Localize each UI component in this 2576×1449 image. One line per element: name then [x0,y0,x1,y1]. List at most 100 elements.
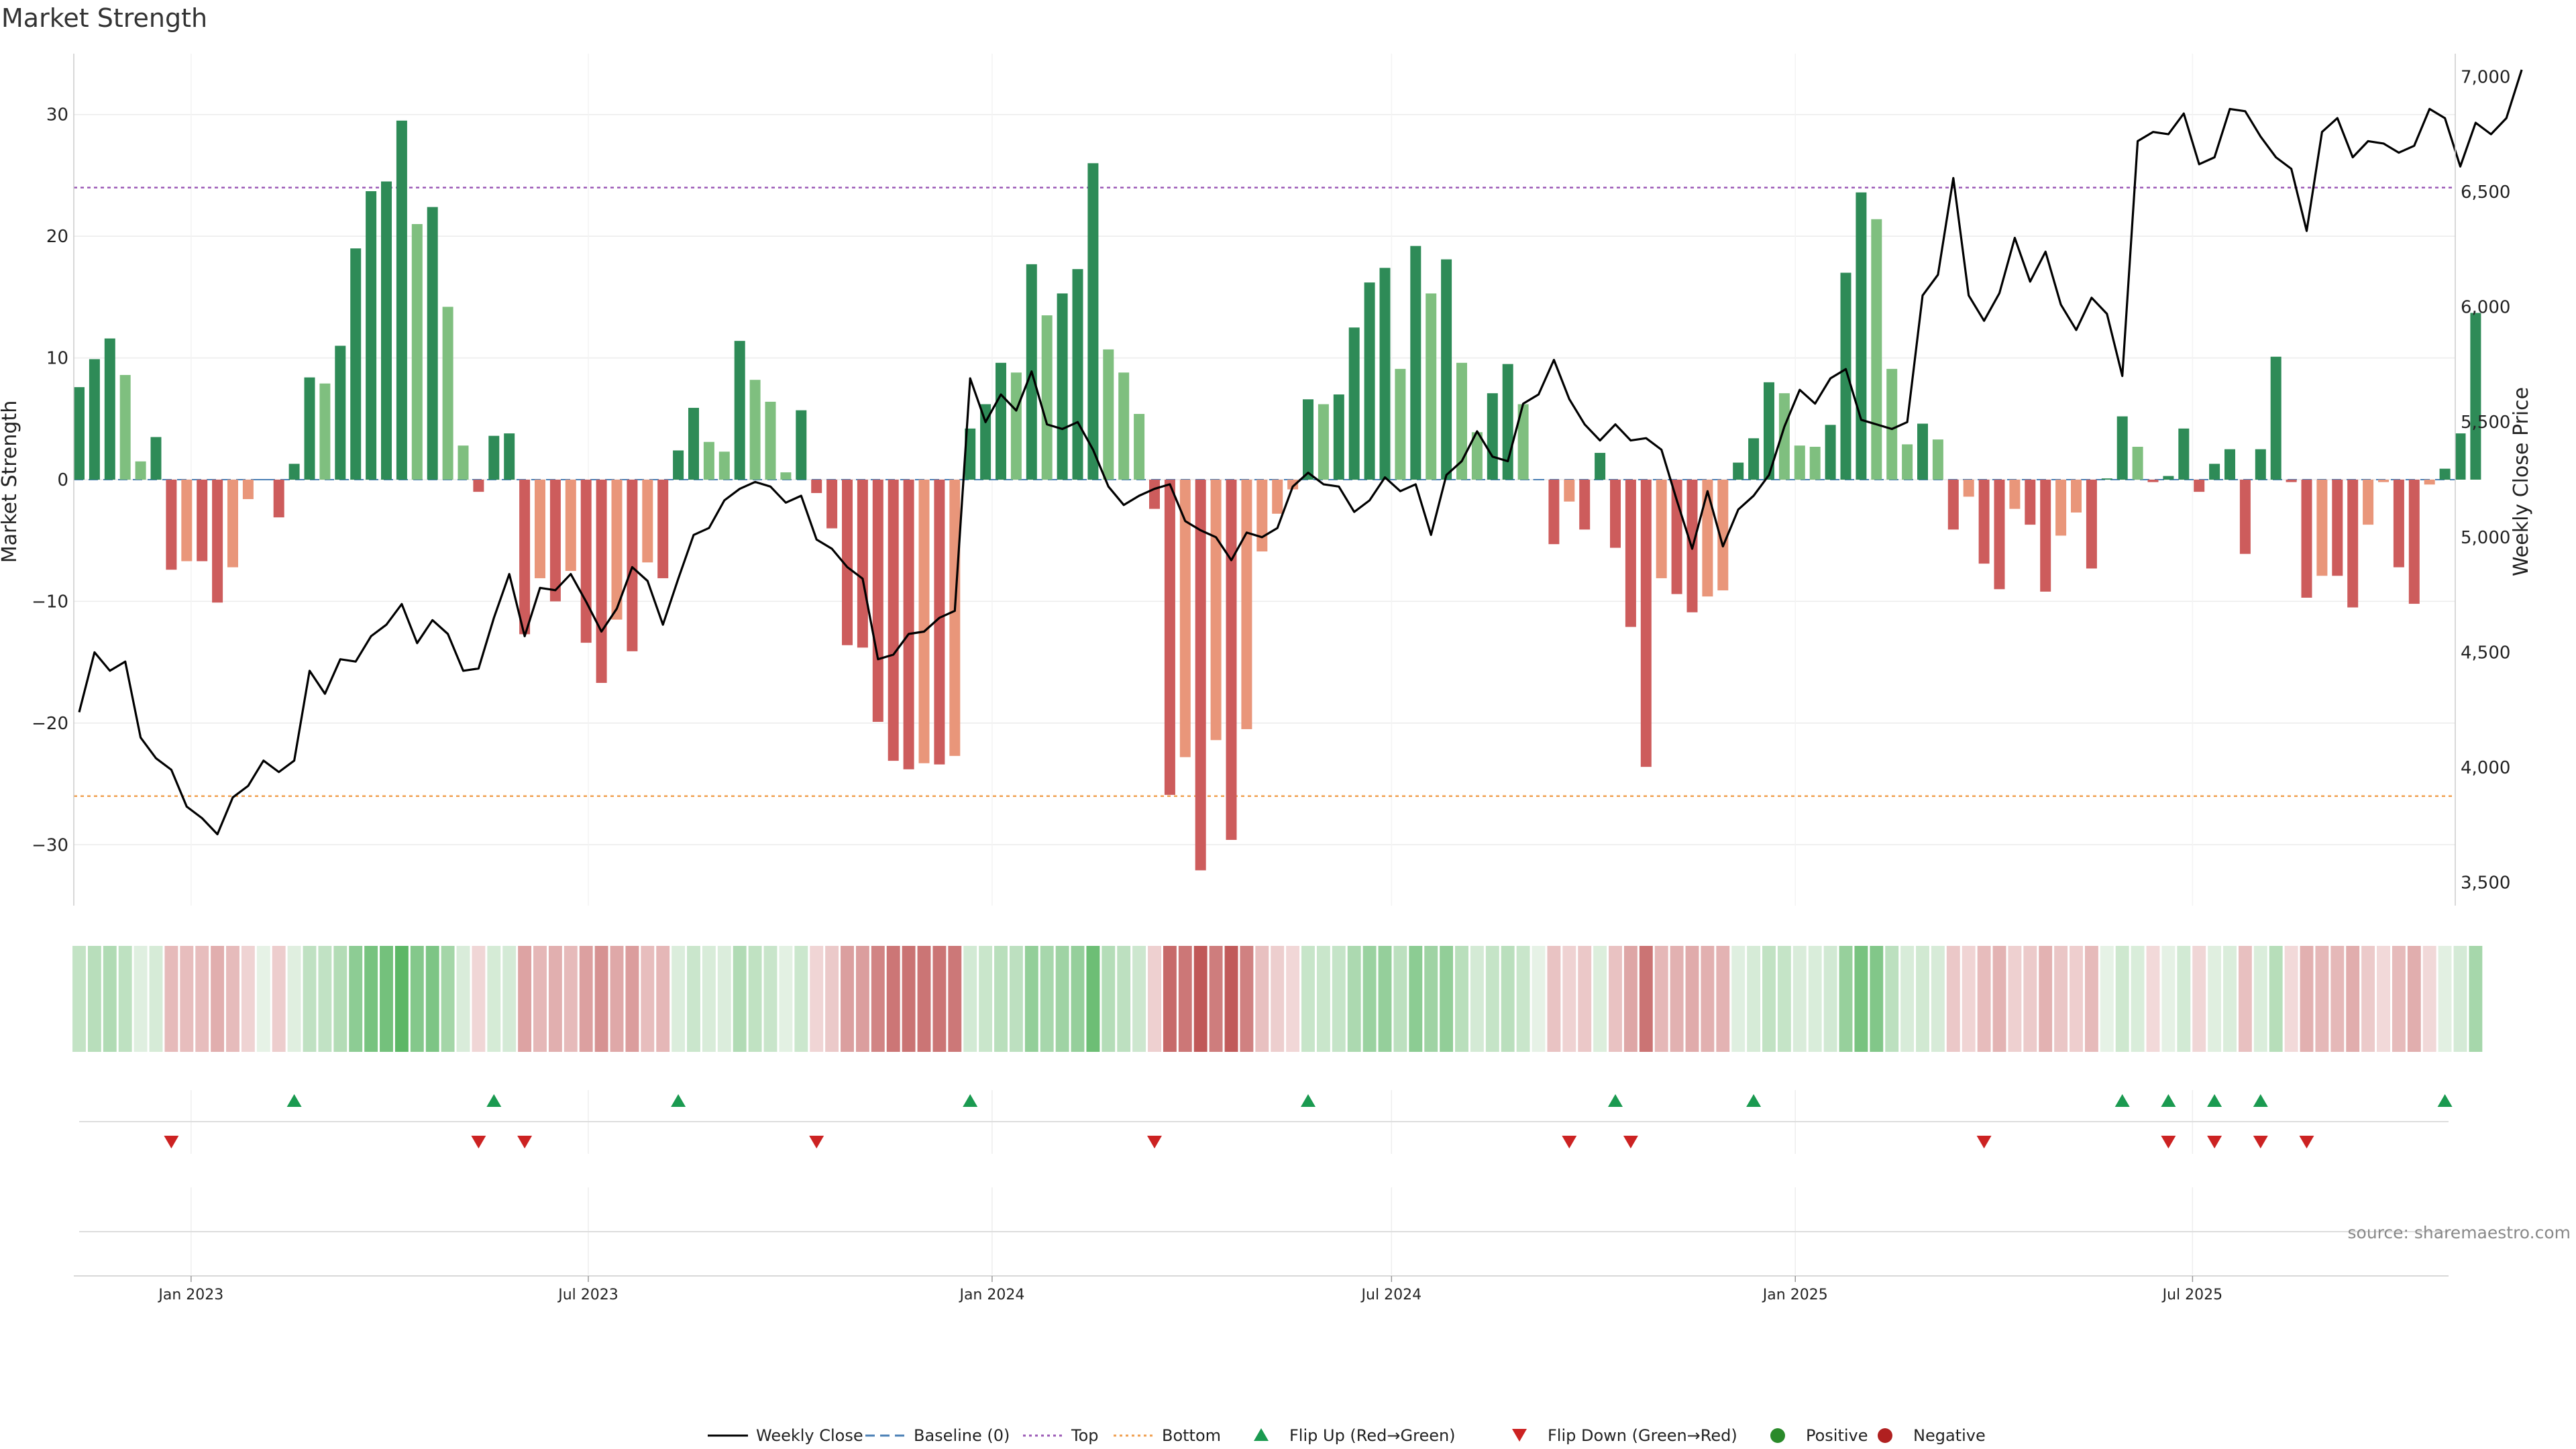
strength-bar-114 [1825,425,1836,480]
strength-bar-73 [1195,480,1206,871]
strength-bar-124 [1978,480,1990,564]
heatmap-cell-46 [779,946,793,1052]
strength-bar-130 [2071,480,2082,513]
heatmap-cell-83 [1347,946,1361,1052]
strength-bar-60 [996,362,1006,480]
heatmap-cell-85 [1378,946,1392,1052]
strength-bar-77 [1256,480,1268,552]
legend-label-0: Weekly Close [756,1426,863,1445]
heatmap-cell-51 [855,946,869,1052]
strength-bar-153 [2424,480,2435,485]
heatmap-cell-74 [1209,946,1223,1052]
heatmap-cell-58 [963,946,977,1052]
heatmap-cell-146 [2315,946,2329,1052]
strength-bar-40 [688,407,699,480]
strength-bar-127 [2025,480,2036,525]
heatmap-cell-63 [1040,946,1054,1052]
strength-bar-138 [2194,480,2205,492]
strength-bar-43 [734,341,745,480]
strength-bar-15 [304,377,315,480]
heatmap-cell-147 [2330,946,2345,1052]
strength-bar-72 [1179,480,1191,757]
heatmap-cell-113 [1808,946,1822,1052]
legend-label-6: Positive [1806,1426,1868,1445]
heatmap-cell-75 [1224,946,1238,1052]
strength-bar-13 [273,480,284,518]
strength-bar-76 [1241,480,1252,729]
heatmap-cell-22 [410,946,424,1052]
strength-bar-36 [627,480,638,651]
strength-bar-10 [227,480,238,568]
strength-bar-58 [965,428,976,480]
strength-bar-99 [1595,453,1606,480]
strength-bar-133 [2116,416,2128,480]
heatmap-cell-40 [687,946,700,1052]
strength-bar-45 [765,401,776,480]
strength-bar-147 [2332,480,2343,576]
heatmap-cell-56 [932,946,947,1052]
heatmap-cell-55 [917,946,931,1052]
heatmap-cell-70 [1148,946,1161,1052]
heatmap-cell-15 [303,946,317,1052]
heatmap-cell-41 [702,946,716,1052]
y-tick-left-4: −10 [32,592,68,612]
flip-down-marker-1 [471,1136,486,1148]
strength-bar-90 [1456,362,1467,480]
heatmap-cell-114 [1823,946,1837,1052]
heatmap-cell-131 [2084,946,2098,1052]
flip-markers-panel [79,1090,2453,1154]
strength-bar-24 [442,307,453,480]
heatmap-cell-95 [1532,946,1546,1052]
strength-bar-27 [488,435,500,480]
heatmap-cell-138 [2192,946,2206,1052]
heatmap-cell-77 [1255,946,1269,1052]
legend-item-7: Negative [1878,1426,1986,1445]
heatmap-cell-87 [1409,946,1423,1052]
heatmap-cell-126 [2008,946,2022,1052]
heatmap-cell-110 [1762,946,1776,1052]
heatmap-cell-133 [2115,946,2129,1052]
heatmap-cell-0 [72,946,86,1052]
heatmap-cell-64 [1055,946,1069,1052]
heatmap-cell-18 [349,946,363,1052]
strength-bar-117 [1871,219,1882,480]
heatmap-cell-119 [1900,946,1915,1052]
heatmap-cell-43 [733,946,747,1052]
heatmap-cell-79 [1286,946,1300,1052]
heatmap-cell-105 [1685,946,1699,1052]
heatmap-cell-36 [625,946,639,1052]
heatmap-cell-50 [841,946,854,1052]
strength-bar-84 [1364,282,1375,480]
y-tick-right-3: 5,500 [2461,413,2510,433]
strength-bar-152 [2408,480,2420,604]
x-tick-label-3: Jul 2024 [1360,1287,1422,1303]
heatmap-cell-5 [149,946,163,1052]
flip-down-marker-3 [809,1136,824,1148]
flip-down-marker-10 [2253,1136,2268,1148]
strength-bar-38 [657,480,669,578]
heatmap-cell-72 [1178,946,1192,1052]
heatmap-cell-4 [133,946,148,1052]
strength-bar-115 [1840,272,1851,480]
flip-up-marker-4 [1301,1094,1316,1107]
heatmap-cell-101 [1623,946,1638,1052]
heatmap-cell-154 [2438,946,2452,1052]
strength-bar-125 [1994,480,2005,590]
strength-bar-122 [1947,480,1959,530]
legend-swatch-tri-down [1512,1429,1527,1442]
source-note: source: sharemaestro.com [2348,1223,2571,1242]
heatmap-cell-53 [886,946,900,1052]
strength-bar-135 [2147,480,2159,482]
heatmap-cell-140 [2223,946,2237,1052]
heatmap-cell-80 [1301,946,1315,1052]
strength-bar-79 [1287,480,1299,490]
heatmap-cell-1 [87,946,101,1052]
strength-bar-110 [1764,382,1774,480]
heatmap-cell-103 [1654,946,1668,1052]
heatmap-cell-84 [1362,946,1377,1052]
axes: 30 20 10 0 −10 −20 −30 7,000 6,500 6,000 5,500 5,00… [32,54,2510,906]
strength-bar-111 [1778,393,1790,480]
heatmap-cell-34 [594,946,608,1052]
heatmap-cell-96 [1547,946,1561,1052]
date-axis: Jan 2023 Jul 2023 Jan 2024 Jul 2024 Jan 2025… [74,1275,2449,1303]
